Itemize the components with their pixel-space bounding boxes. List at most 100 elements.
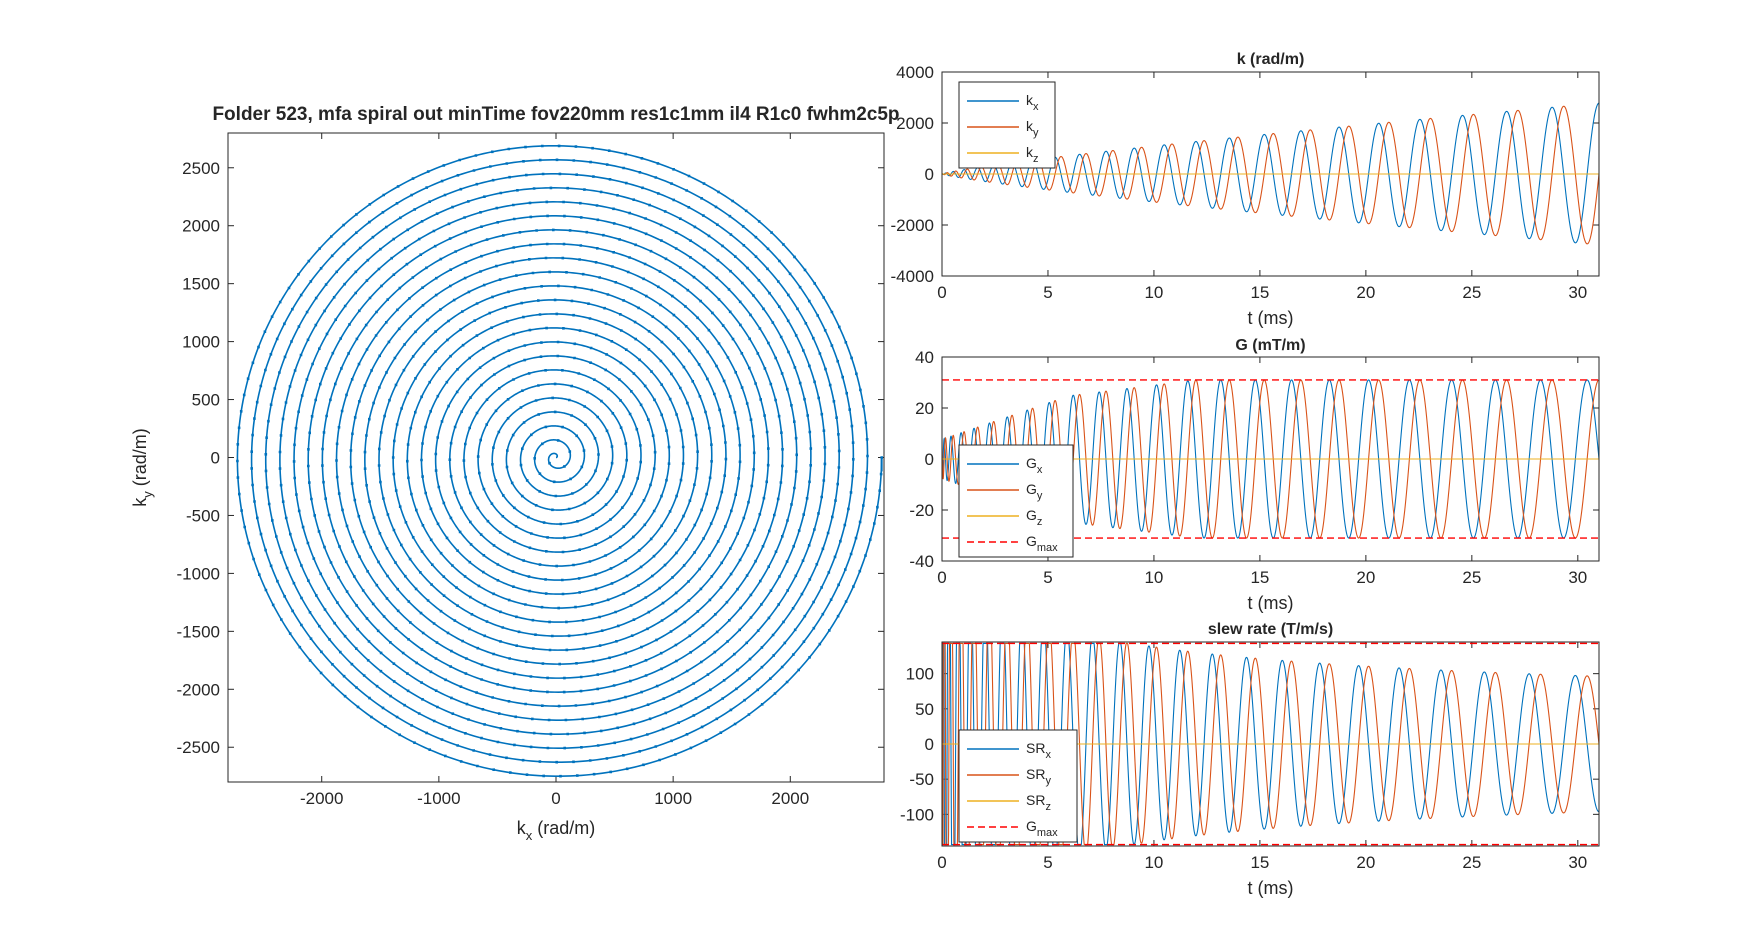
y-tick-label: 100 (906, 665, 934, 684)
x-tick-label: 15 (1250, 283, 1269, 302)
x-tick-label: 30 (1568, 283, 1587, 302)
legend-entry-main: k (1026, 92, 1034, 108)
y-tick-label: -50 (909, 770, 934, 789)
x-tick-label: 2000 (771, 789, 809, 808)
x-tick-label: 25 (1462, 568, 1481, 587)
legend-entry-label: Gmax (1026, 818, 1058, 839)
y-tick-label: 4000 (896, 63, 934, 82)
x-tick-label: 25 (1462, 283, 1481, 302)
y-tick-label: -40 (909, 552, 934, 571)
panel-k: 0 5 10 15 20 25 30 -4000 -2000 0 2000 4000 k (rad/m)… (891, 51, 1600, 328)
x-axis-label-subscript: x (526, 828, 533, 843)
y-tick-label: 1000 (182, 333, 220, 352)
x-tick-label: 15 (1250, 853, 1269, 872)
legend-entry-main: G (1026, 455, 1037, 471)
x-tick-label: 1000 (654, 789, 692, 808)
x-tick-label: 0 (937, 853, 946, 872)
legend-entry-main: k (1026, 144, 1034, 160)
x-tick-label: 20 (1356, 283, 1375, 302)
y-tick-label: -1500 (177, 622, 220, 641)
axes-box (941, 71, 1600, 277)
legend-entry-label: SRz (1026, 792, 1051, 813)
y-tick-label: -20 (909, 501, 934, 520)
legend-box (958, 444, 1074, 558)
x-tick-label: 20 (1356, 568, 1375, 587)
y-tick-label: 2000 (182, 217, 220, 236)
legend-entry-subscript: x (1037, 464, 1043, 476)
legend-entry-subscript: max (1037, 542, 1058, 554)
legend-entry-main: SR (1026, 740, 1045, 756)
series-line-gy (942, 379, 1599, 539)
legend-entry-subscript: z (1033, 153, 1039, 165)
legend-entry-label: SRx (1026, 740, 1051, 761)
legend-entry-main: G (1026, 507, 1037, 523)
y-tick-label: -2000 (177, 680, 220, 699)
legend-entry-label: kz (1026, 144, 1039, 165)
legend-entry-label: Gy (1026, 481, 1043, 502)
axes-box (941, 356, 1600, 562)
y-tick-label: 40 (915, 348, 934, 367)
panel-sr: 0 5 10 15 20 25 30 -100 -50 0 50 100 slew rate (T/m/… (900, 621, 1600, 898)
y-tick-label: -1000 (177, 564, 220, 583)
axes-box (227, 132, 885, 783)
chart-title: Folder 523, mfa spiral out minTime fov22… (212, 104, 899, 125)
y-tick-label: 0 (925, 735, 934, 754)
legend-entry-main: G (1026, 818, 1037, 834)
x-tick-label: 30 (1568, 568, 1587, 587)
spiral-sample-markers (236, 144, 883, 778)
x-axis-label: t (ms) (1248, 878, 1294, 898)
x-tick-label: 5 (1043, 853, 1052, 872)
y-tick-label: 50 (915, 700, 934, 719)
x-tick-label: 0 (551, 789, 560, 808)
x-tick-label: 10 (1144, 283, 1163, 302)
x-axis-label-main: k (517, 818, 527, 838)
legend-entry-subscript: y (1033, 127, 1039, 139)
legend-entry-label: ky (1026, 118, 1039, 139)
panel-title: slew rate (T/m/s) (1208, 621, 1333, 638)
legend-entry-subscript: z (1045, 801, 1051, 813)
legend-box (958, 81, 1056, 169)
series-line-gx (942, 379, 1599, 539)
legend-entry-main: SR (1026, 766, 1045, 782)
legend-entry-label: kx (1026, 92, 1039, 113)
legend-entry-subscript: x (1045, 749, 1051, 761)
trajectory-plot: -2000 -1000 0 1000 2000 -2500 -2000 -1500 -1000 -… (130, 104, 900, 843)
legend-entry-label: SRy (1026, 766, 1051, 787)
axes-box (941, 641, 1600, 847)
x-tick-label: 10 (1144, 853, 1163, 872)
x-tick-label: -1000 (417, 789, 460, 808)
y-tick-label: 20 (915, 399, 934, 418)
y-tick-label: 0 (211, 449, 220, 468)
legend-entry-main: SR (1026, 792, 1045, 808)
series-line-ky (942, 105, 1599, 245)
y-tick-label: -2500 (177, 738, 220, 757)
y-axis-label: ky (rad/m) (130, 428, 155, 507)
x-tick-label: 5 (1043, 283, 1052, 302)
x-tick-label: 0 (937, 568, 946, 587)
y-tick-label: 0 (925, 450, 934, 469)
x-tick-label: 10 (1144, 568, 1163, 587)
y-tick-label: -100 (900, 805, 934, 824)
y-tick-label: 1500 (182, 275, 220, 294)
legend-entry-subscript: z (1037, 516, 1043, 528)
legend-entry-subscript: x (1033, 101, 1039, 113)
y-tick-label: 0 (925, 165, 934, 184)
y-axis-label-main: k (130, 497, 150, 507)
legend-entry-label: Gz (1026, 507, 1042, 528)
series-line-sry (942, 642, 1599, 846)
x-axis-label: t (ms) (1248, 593, 1294, 613)
legend-entry-main: k (1026, 118, 1034, 134)
x-tick-label: 0 (937, 283, 946, 302)
y-tick-label: 500 (192, 391, 220, 410)
panel-title: k (rad/m) (1237, 51, 1305, 68)
x-tick-label: 20 (1356, 853, 1375, 872)
x-axis-label-unit: (rad/m) (532, 818, 595, 838)
legend-entry-label: Gmax (1026, 533, 1058, 554)
y-axis-label-unit: (rad/m) (130, 428, 150, 491)
x-tick-label: 25 (1462, 853, 1481, 872)
legend-entry-main: G (1026, 533, 1037, 549)
